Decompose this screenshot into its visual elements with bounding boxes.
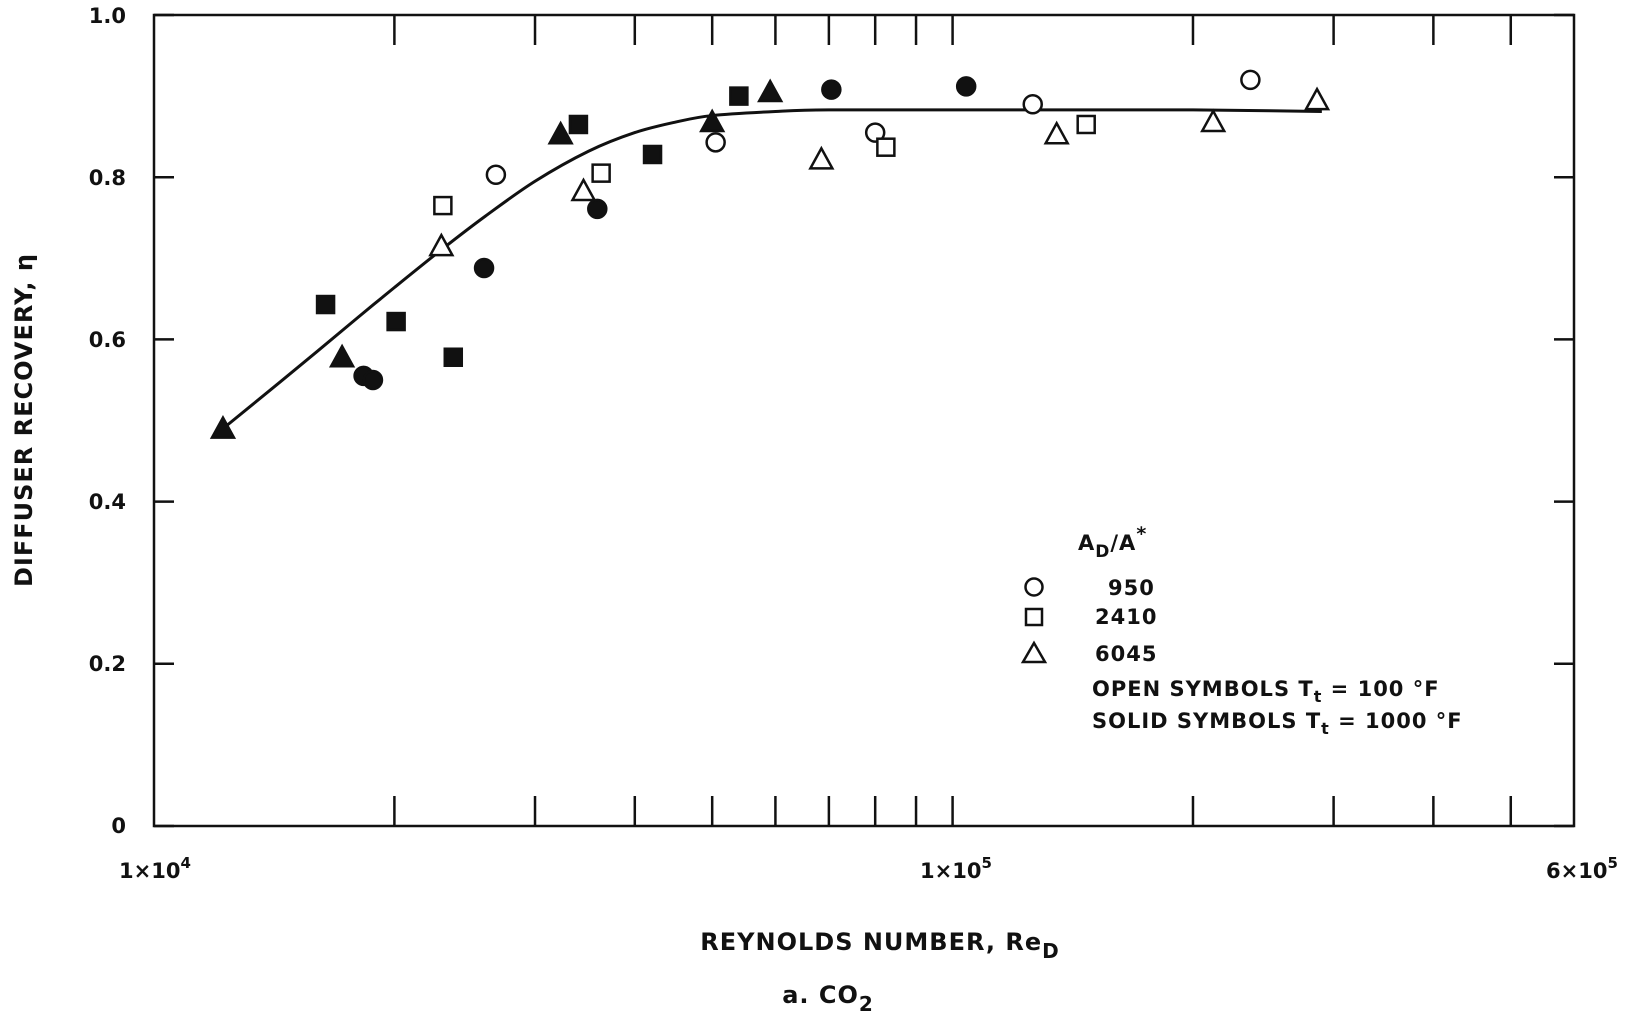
legend-solid-note: SOLID SYMBOLS Tt = 1000 °F xyxy=(1092,709,1463,738)
open-triangle-point xyxy=(1303,86,1331,111)
solid-square-point xyxy=(642,144,663,165)
open-square-point xyxy=(1076,114,1096,135)
open-circle-point xyxy=(705,132,726,153)
legend-circle-marker xyxy=(1024,577,1044,597)
solid-square-point xyxy=(443,347,464,367)
x-tick-label: 1×105 xyxy=(920,854,992,883)
legend-label-6045: 6045 xyxy=(1095,642,1157,666)
y-tick-label: 0.6 xyxy=(89,328,126,352)
x-tick-label: 1×104 xyxy=(119,854,191,883)
open-square-point xyxy=(591,163,611,183)
solid-circle-point xyxy=(587,198,608,220)
figure-caption: a. CO2 xyxy=(782,981,874,1014)
y-tick-label: 0 xyxy=(111,814,126,838)
data-markers xyxy=(209,69,1331,439)
legend-title: AD/A* xyxy=(1078,523,1147,562)
solid-square-point xyxy=(386,311,406,332)
solid-triangle-point xyxy=(699,108,726,133)
y-tick-label: 1.0 xyxy=(89,4,126,28)
y-tick-label: 0.2 xyxy=(89,652,126,676)
solid-square-point xyxy=(315,294,336,315)
x-tick-labels: 1×104 1×105 6×105 xyxy=(119,854,1618,883)
solid-triangle-point xyxy=(328,343,356,368)
open-circle-point xyxy=(1240,69,1261,91)
open-triangle-point xyxy=(808,145,835,170)
open-square-point xyxy=(433,195,453,216)
x-axis-title: REYNOLDS NUMBER, ReD xyxy=(700,928,1060,963)
open-circle-point xyxy=(485,164,507,186)
solid-triangle-point xyxy=(757,78,784,103)
solid-triangle-point xyxy=(209,415,237,439)
legend-label-2410: 2410 xyxy=(1095,605,1157,629)
legend-square-marker xyxy=(1024,607,1044,627)
solid-circle-point xyxy=(473,257,495,279)
open-circle-point xyxy=(1022,93,1043,115)
solid-circle-point xyxy=(362,369,384,391)
solid-square-point xyxy=(568,114,589,135)
x-ticks xyxy=(393,15,1513,826)
legend-triangle-marker xyxy=(1020,640,1048,664)
solid-circle-point xyxy=(821,79,842,100)
solid-square-point xyxy=(729,86,749,106)
y-tick-label: 0.8 xyxy=(89,166,126,190)
plot-frame xyxy=(152,13,1576,828)
open-triangle-point xyxy=(428,232,455,257)
open-circle-point xyxy=(864,122,886,143)
y-ticks xyxy=(154,13,1574,828)
y-tick-label: 0.4 xyxy=(89,490,126,514)
legend-open-note: OPEN SYMBOLS Tt = 100 °F xyxy=(1092,677,1440,706)
open-square-point xyxy=(876,137,896,157)
open-triangle-point xyxy=(570,177,597,202)
x-tick-label: 6×105 xyxy=(1546,854,1618,883)
open-triangle-point xyxy=(1043,120,1070,145)
fit-curve xyxy=(222,108,1322,430)
legend-label-950: 950 xyxy=(1108,576,1155,600)
solid-triangle-point xyxy=(547,120,574,145)
y-axis-title: DIFFUSER RECOVERY, η xyxy=(10,253,38,587)
open-triangle-point xyxy=(1200,108,1227,133)
legend: AD/A* 950 2410 6045 OPEN SYMBOLS Tt = 10… xyxy=(1020,523,1463,738)
solid-circle-point xyxy=(955,76,977,97)
y-tick-labels: 0 0.2 0.4 0.6 0.8 1.0 xyxy=(89,4,126,838)
